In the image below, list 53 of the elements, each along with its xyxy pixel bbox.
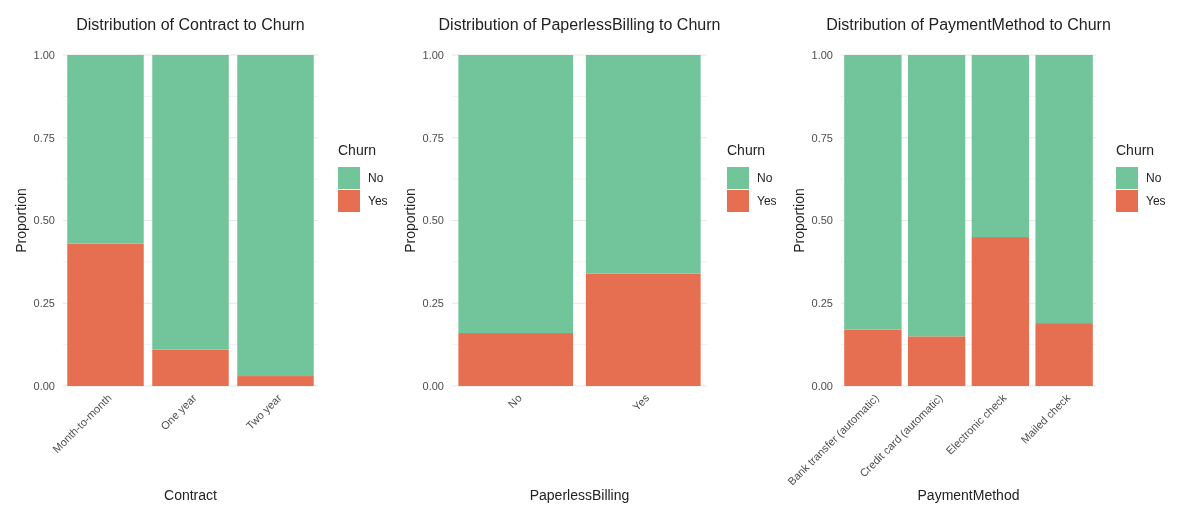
y-axis-title: Proportion (402, 188, 418, 253)
legend-label: No (757, 171, 773, 186)
bar (237, 55, 314, 377)
bar (1035, 323, 1093, 386)
legend-title: Churn (338, 142, 377, 158)
y-tick-label: 0.00 (33, 379, 55, 392)
y-tick-label: 0.25 (422, 297, 444, 310)
y-tick-label: 0.75 (33, 131, 55, 144)
legend-title: Churn (1116, 142, 1155, 158)
bar (458, 55, 574, 334)
bar (844, 55, 902, 330)
y-axis-title: Proportion (13, 188, 29, 253)
bar (152, 349, 229, 386)
y-tick-label: 0.75 (422, 131, 444, 144)
x-tick-label: No (505, 391, 524, 411)
legend-label: Yes (757, 194, 777, 209)
bar (237, 376, 314, 386)
y-tick-label: 1.00 (33, 48, 55, 61)
bar (907, 336, 966, 386)
legend-label: No (1146, 171, 1162, 186)
bar (585, 273, 701, 386)
legend-label: Yes (1146, 194, 1166, 209)
legend-label: No (368, 171, 384, 186)
bar (907, 55, 966, 337)
y-axis-title: Proportion (791, 188, 807, 253)
y-tick-label: 0.25 (811, 297, 833, 310)
x-tick-label: Yes (630, 391, 652, 413)
y-tick-label: 0.75 (811, 131, 833, 144)
y-tick-label: 0.50 (811, 214, 833, 227)
bar (152, 55, 229, 350)
bar (67, 55, 144, 244)
y-tick-label: 1.00 (811, 48, 833, 61)
bar (1035, 55, 1093, 324)
bar (971, 55, 1030, 238)
bar (844, 329, 902, 386)
x-axis-title: PaymentMethod (917, 487, 1020, 503)
x-axis-title: PaperlessBilling (529, 487, 630, 503)
y-tick-label: 0.25 (33, 297, 55, 310)
chart-title: Distribution of PaymentMethod to Churn (826, 16, 1111, 33)
chart-title: Distribution of Contract to Churn (76, 16, 305, 33)
y-tick-label: 0.00 (811, 379, 833, 392)
y-tick-label: 0.50 (33, 214, 55, 227)
y-tick-label: 0.50 (422, 214, 444, 227)
bar (585, 55, 701, 274)
y-tick-label: 0.00 (422, 379, 444, 392)
y-tick-label: 1.00 (422, 48, 444, 61)
bar (971, 237, 1030, 386)
x-axis-title: Contract (164, 487, 218, 503)
chart-title: Distribution of PaperlessBilling to Churn (438, 16, 721, 33)
bar (67, 243, 144, 386)
legend-label: Yes (368, 194, 388, 209)
bar (458, 333, 574, 386)
legend-title: Churn (727, 142, 766, 158)
